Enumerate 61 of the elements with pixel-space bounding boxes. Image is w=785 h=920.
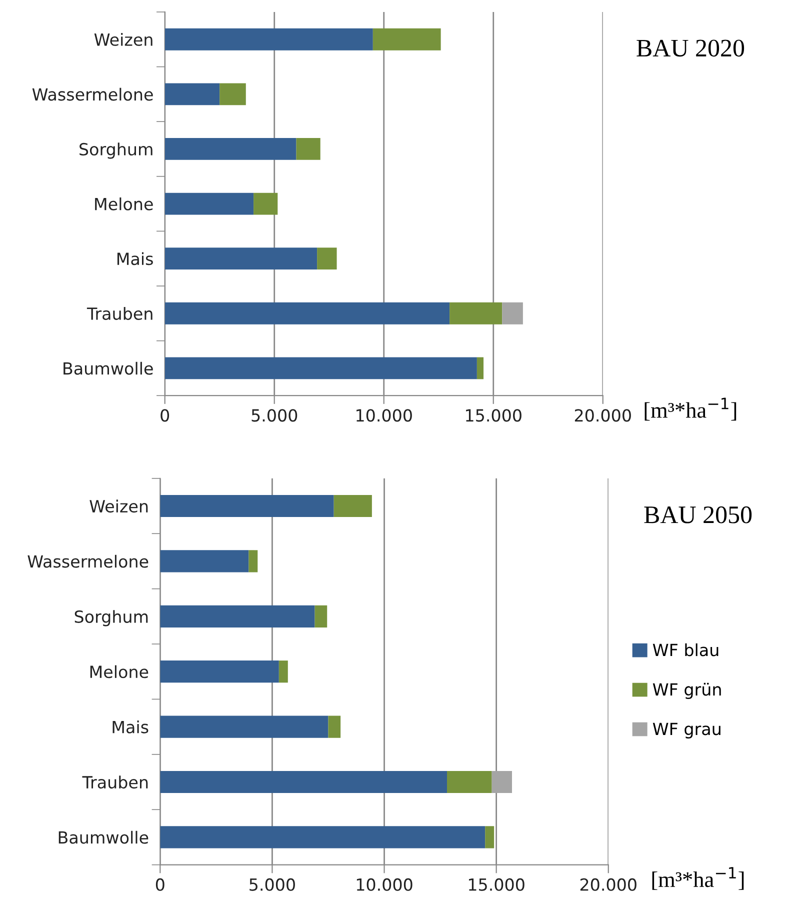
bar <box>476 357 484 380</box>
bar <box>164 28 373 50</box>
bar <box>447 770 492 794</box>
bar <box>502 302 523 324</box>
y-tick-label: Trauben <box>86 307 152 320</box>
bar <box>485 826 494 848</box>
bar <box>248 550 258 572</box>
x-axis-title: [m³*ha$^{−1}$] <box>652 867 744 890</box>
x-tick-label: 15.000 <box>468 878 524 891</box>
bar <box>254 192 278 215</box>
x-tick-label: 20.000 <box>580 878 636 891</box>
bar <box>278 660 288 683</box>
bar <box>160 716 328 738</box>
y-tick-label: Weizen <box>90 500 148 513</box>
text: BAU 2050 <box>644 506 752 524</box>
x-axis-title: [m³*ha$^{−1}$] <box>644 398 736 421</box>
x-tick-label: 10.000 <box>356 409 412 422</box>
y-tick-label: Melone <box>90 665 148 678</box>
y-tick-label: Trauben <box>82 776 148 789</box>
y-tick-label: Wassermelone <box>28 554 148 568</box>
y-tick-label: Melone <box>95 197 153 210</box>
y-tick-label: Sorghum <box>74 610 148 626</box>
bar <box>372 28 441 50</box>
bar <box>164 83 220 106</box>
bar <box>160 826 486 848</box>
bar <box>220 83 246 106</box>
y-tick-label: Weizen <box>94 33 152 46</box>
legend-label: WF grau <box>652 722 720 738</box>
y-tick-label: Sorghum <box>80 142 152 159</box>
x-tick-label: 15.000 <box>466 409 522 422</box>
bar <box>160 770 448 794</box>
bar <box>160 660 279 683</box>
y-tick-label: Mais <box>112 720 148 734</box>
bar <box>450 302 502 324</box>
x-tick-label: 0 <box>160 409 170 422</box>
x-tick-label: 20.000 <box>574 409 631 422</box>
bar <box>328 716 341 738</box>
y-tick-label: Baumwolle <box>64 362 153 375</box>
bar <box>164 302 450 324</box>
legend-label: WF blau <box>652 643 718 656</box>
bar <box>314 605 328 628</box>
bar <box>164 357 477 380</box>
y-tick-label: Wassermelone <box>32 88 153 101</box>
x-tick-label: 5.000 <box>250 878 295 891</box>
x-tick-label: 5.000 <box>252 409 298 422</box>
x-tick-label: 0 <box>156 878 164 891</box>
x-tick-label: 10.000 <box>356 878 412 891</box>
bar <box>160 605 315 628</box>
bar <box>164 192 254 215</box>
bar <box>317 248 337 270</box>
bar <box>492 770 512 794</box>
bar <box>296 138 320 160</box>
bar <box>334 494 372 518</box>
bar <box>160 550 249 572</box>
bar <box>164 138 296 160</box>
y-tick-label: Mais <box>117 252 153 266</box>
legend-label: WF grün <box>652 682 721 699</box>
bar <box>160 494 334 518</box>
text: BAU 2020 <box>636 40 744 57</box>
bar <box>164 248 318 270</box>
y-tick-label: Baumwolle <box>58 830 148 844</box>
